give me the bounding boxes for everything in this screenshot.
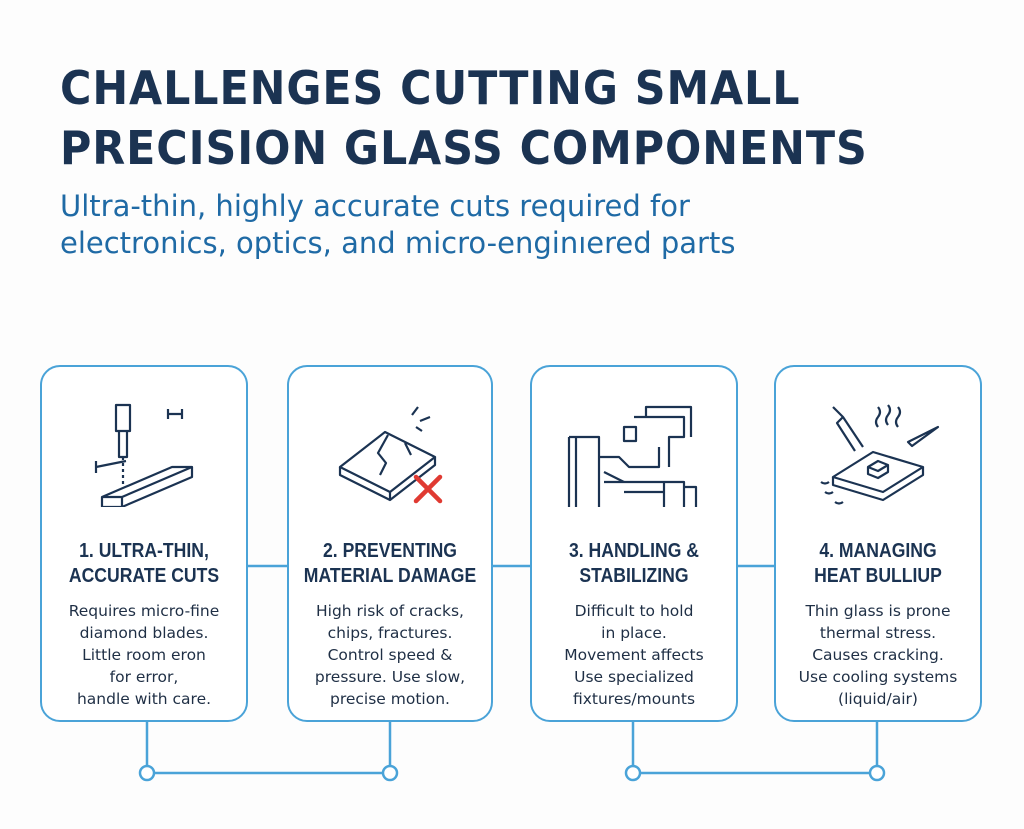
node-circle [381, 764, 399, 782]
subtitle: Ultra-thin, highly accurate cuts require… [60, 188, 735, 262]
title-line: CHALLENGES CUTTING SMALL [60, 61, 801, 115]
heat-glass-icon [820, 404, 940, 505]
card-handling-stabilizing: 3. HANDLING & STABILIZING Difficult to ho… [530, 365, 738, 722]
node-circle [624, 764, 642, 782]
subtitle-line: Ultra-thin, highly accurate cuts require… [60, 189, 690, 223]
node-circle [138, 764, 156, 782]
card-heading: 2. PREVENTING MATERIAL DAMAGE [303, 540, 477, 587]
fixture-mount-icon [567, 405, 698, 507]
card-body: High risk of cracks, chips, fractures. Con… [314, 602, 466, 708]
title-line: PRECISION GLASS COMPONENTS [60, 121, 868, 175]
card-body: Requires micro-fine diamond blades. Little… [68, 602, 220, 708]
card-managing-heat: 4. MANAGING HEAT BULLIUP Thin glass is pr… [774, 365, 982, 722]
node-circle [868, 764, 886, 782]
card-ultra-thin-cuts: 1. ULTRA-THIN, ACCURATE CUTS Requires mic… [40, 365, 248, 722]
card-heading: 1. ULTRA-THIN, ACCURATE CUTS [68, 540, 220, 587]
blade-cutting-icon [94, 403, 194, 507]
cracked-glass-icon [338, 406, 443, 504]
card-body: Thin glass is prone thermal stress. Causes… [798, 602, 958, 708]
card-heading: 3. HANDLING & STABILIZING [568, 540, 700, 587]
card-body: Difficult to hold in place. Movement affec… [564, 602, 704, 708]
subtitle-line: electronics, optics, and micro-enginıere… [60, 226, 736, 260]
card-preventing-damage: 2. PREVENTING MATERIAL DAMAGE High risk o… [287, 365, 493, 722]
card-heading: 4. MANAGING HEAT BULLIUP [814, 540, 942, 587]
page-title: CHALLENGES CUTTING SMALL PRECISION GLASS… [60, 58, 868, 178]
